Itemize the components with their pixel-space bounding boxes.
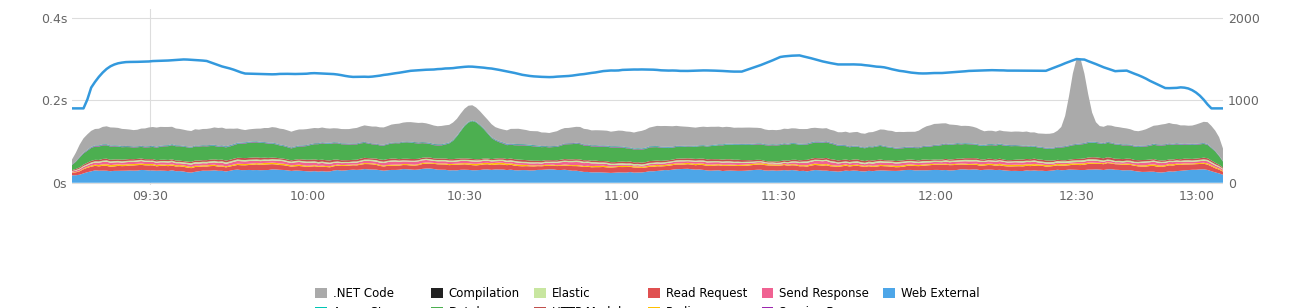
Legend: .NET Code, Azure Storage, Compilation, Database, Elastic, HTTP Modules, Read Req: .NET Code, Azure Storage, Compilation, D… [310, 282, 985, 308]
